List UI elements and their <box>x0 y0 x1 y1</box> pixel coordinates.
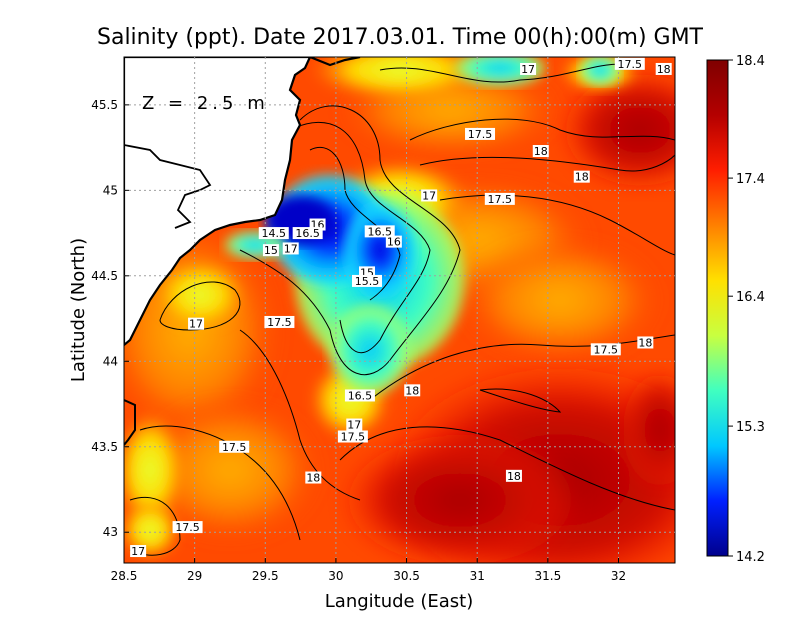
contour-label-bg <box>282 242 299 255</box>
contour-label: 18 <box>534 145 548 158</box>
contour-label: 17 <box>347 419 361 432</box>
y-tick-label: 45 <box>103 183 118 197</box>
y-tick-label: 43 <box>103 525 118 539</box>
land-mask <box>124 57 312 347</box>
x-tick-label: 29.5 <box>252 569 279 583</box>
colorbar-tick-label: 15.3 <box>736 420 765 435</box>
contour-label-bg <box>337 430 368 443</box>
colorbar-tick-label: 14.2 <box>736 550 765 565</box>
contour-label-bg <box>262 244 279 257</box>
contour-label-bg <box>188 317 205 330</box>
contour-label: 17.5 <box>267 316 292 329</box>
colorbar-tick-label: 16.4 <box>736 290 765 305</box>
colorbar-ticks: 14.2 15.3 16.4 17.4 18.4 <box>728 54 765 565</box>
x-tick-label: 29 <box>187 569 202 583</box>
contour-label: 17 <box>422 189 436 202</box>
contour-label: 15 <box>264 244 278 257</box>
contour-label-bg <box>484 192 515 205</box>
salinity-field <box>124 57 675 563</box>
contour-label-bg <box>258 227 289 240</box>
contour-label-bg <box>346 418 363 431</box>
contour-label: 16.5 <box>295 227 320 240</box>
x-tick-label: 28.5 <box>111 569 138 583</box>
colorbar-tick-label: 17.4 <box>736 172 765 187</box>
contour-label-bg <box>130 545 147 558</box>
y-axis: 43 43.5 44 44.5 45 45.5 <box>91 98 129 539</box>
chart-title: Salinity (ppt). Date 2017.03.01. Time 00… <box>97 25 704 50</box>
contour-label: 17 <box>284 242 298 255</box>
plot-frame <box>123 56 676 564</box>
contour-label-bg <box>404 384 421 397</box>
contour-label-bg <box>364 225 395 238</box>
contour-label: 17.5 <box>618 58 643 71</box>
y-tick-label: 44.5 <box>91 269 118 283</box>
contour-label: 17 <box>131 545 145 558</box>
contour-label-bg <box>573 170 590 183</box>
contour-label-bg <box>172 521 203 534</box>
contour-label: 17 <box>521 63 535 76</box>
y-axis-title: Latitude (North) <box>68 238 89 382</box>
contour-label-bg <box>219 440 250 453</box>
contour-label: 17 <box>189 318 203 331</box>
contour-label: 18 <box>575 171 589 184</box>
contour-label-bg <box>465 127 496 140</box>
contour-label: 17.5 <box>488 193 513 206</box>
crimea-inner-coast <box>124 144 212 229</box>
contour-label: 15.5 <box>355 275 380 288</box>
contour-label: 17.5 <box>175 521 200 534</box>
contour-label: 18 <box>638 336 652 349</box>
contour-label-bg <box>505 469 522 482</box>
depth-label: Z = 2.5 m <box>142 93 269 114</box>
contour-label: 18 <box>405 384 419 397</box>
contour-label: 16 <box>387 236 401 249</box>
contour-label: 16.5 <box>367 225 392 238</box>
x-axis-title: Langitude (East) <box>325 591 473 612</box>
contour-label-bg <box>614 57 645 70</box>
contour-label: 16.5 <box>348 389 373 402</box>
contour-label: 17.5 <box>222 441 247 454</box>
contour-label-bg <box>352 274 383 287</box>
y-tick-label: 43.5 <box>91 440 118 454</box>
contour-label: 17.5 <box>468 128 493 141</box>
contour-lines <box>129 63 675 556</box>
coastline-north <box>309 57 361 67</box>
contour-label: 18 <box>306 472 320 485</box>
x-tick-label: 30.5 <box>393 569 420 583</box>
contour-label-bg <box>421 189 438 202</box>
x-axis: 28.5 29 29.5 30 30.5 31 31.5 32 <box>111 558 626 583</box>
contour-label: 18 <box>657 63 671 76</box>
contour-label-bg <box>292 227 323 240</box>
colorbar <box>706 59 729 557</box>
contour-label-bg <box>532 145 549 158</box>
contour-label-bg <box>637 336 654 349</box>
x-tick-label: 32 <box>611 569 626 583</box>
contour-label-bg <box>590 343 621 356</box>
contour-label-bg <box>344 389 375 402</box>
colorbar-tick-label: 18.4 <box>736 54 765 69</box>
x-tick-label: 31.5 <box>534 569 561 583</box>
contour-label-bg <box>264 315 295 328</box>
gridlines <box>124 57 675 563</box>
contour-label: 14.5 <box>262 227 287 240</box>
contour-label-bg <box>520 62 537 75</box>
contour-label: 17.5 <box>594 343 619 356</box>
y-tick-label: 45.5 <box>91 98 118 112</box>
coastline-west <box>124 399 136 446</box>
contour-label: 17.5 <box>341 431 366 444</box>
x-tick-label: 31 <box>470 569 485 583</box>
y-tick-label: 44 <box>103 354 118 368</box>
contour-label-bg <box>305 471 322 484</box>
contour-label-bg <box>655 62 672 75</box>
x-tick-label: 30 <box>328 569 343 583</box>
contour-label: 18 <box>507 470 521 483</box>
contour-label-bg <box>385 235 402 248</box>
